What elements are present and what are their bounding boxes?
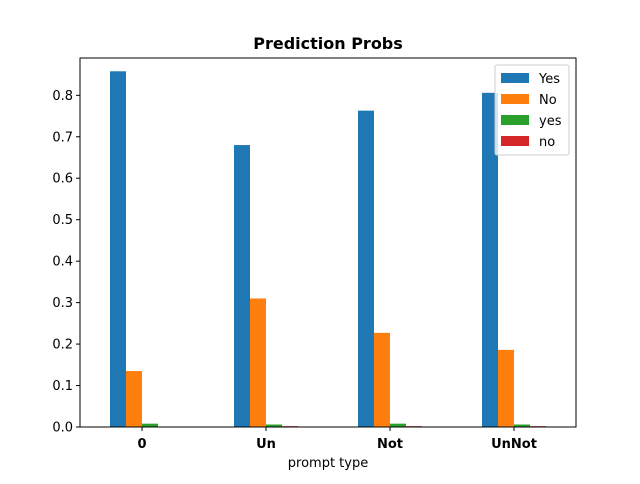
bar-no-unnot xyxy=(498,350,514,427)
y-tick-label: 0.8 xyxy=(52,89,73,104)
bar-no-0 xyxy=(126,371,142,427)
legend-swatch xyxy=(501,136,529,146)
x-axis-title: prompt type xyxy=(288,456,368,471)
x-tick-label: Not xyxy=(377,437,403,452)
legend-label: No xyxy=(539,93,557,108)
bar-yes-0 xyxy=(110,71,126,427)
y-tick-label: 0.7 xyxy=(52,130,73,145)
bar-yes-not xyxy=(358,111,374,427)
y-tick-label: 0.1 xyxy=(52,379,73,394)
x-tick-label: UnNot xyxy=(491,437,537,452)
legend-swatch xyxy=(501,73,529,83)
x-tick-label: 0 xyxy=(137,437,146,452)
y-tick-label: 0.2 xyxy=(52,338,73,353)
legend-swatch xyxy=(501,94,529,104)
y-tick-label: 0.4 xyxy=(52,255,73,270)
bar-no-un xyxy=(250,298,266,427)
legend-label: Yes xyxy=(538,72,560,87)
y-tick-label: 0.5 xyxy=(52,213,73,228)
x-tick-label: Un xyxy=(256,437,276,452)
bar-yes-un xyxy=(234,145,250,427)
legend: Yes No yes no xyxy=(495,65,569,155)
chart-title: Prediction Probs xyxy=(253,34,403,53)
legend-label: no xyxy=(539,135,555,150)
legend-swatch xyxy=(501,115,529,125)
bar-no-not xyxy=(374,333,390,427)
y-tick-label: 0.6 xyxy=(52,172,73,187)
y-tick-label: 0.0 xyxy=(52,421,73,436)
legend-label: yes xyxy=(539,114,562,129)
y-tick-label: 0.3 xyxy=(52,296,73,311)
